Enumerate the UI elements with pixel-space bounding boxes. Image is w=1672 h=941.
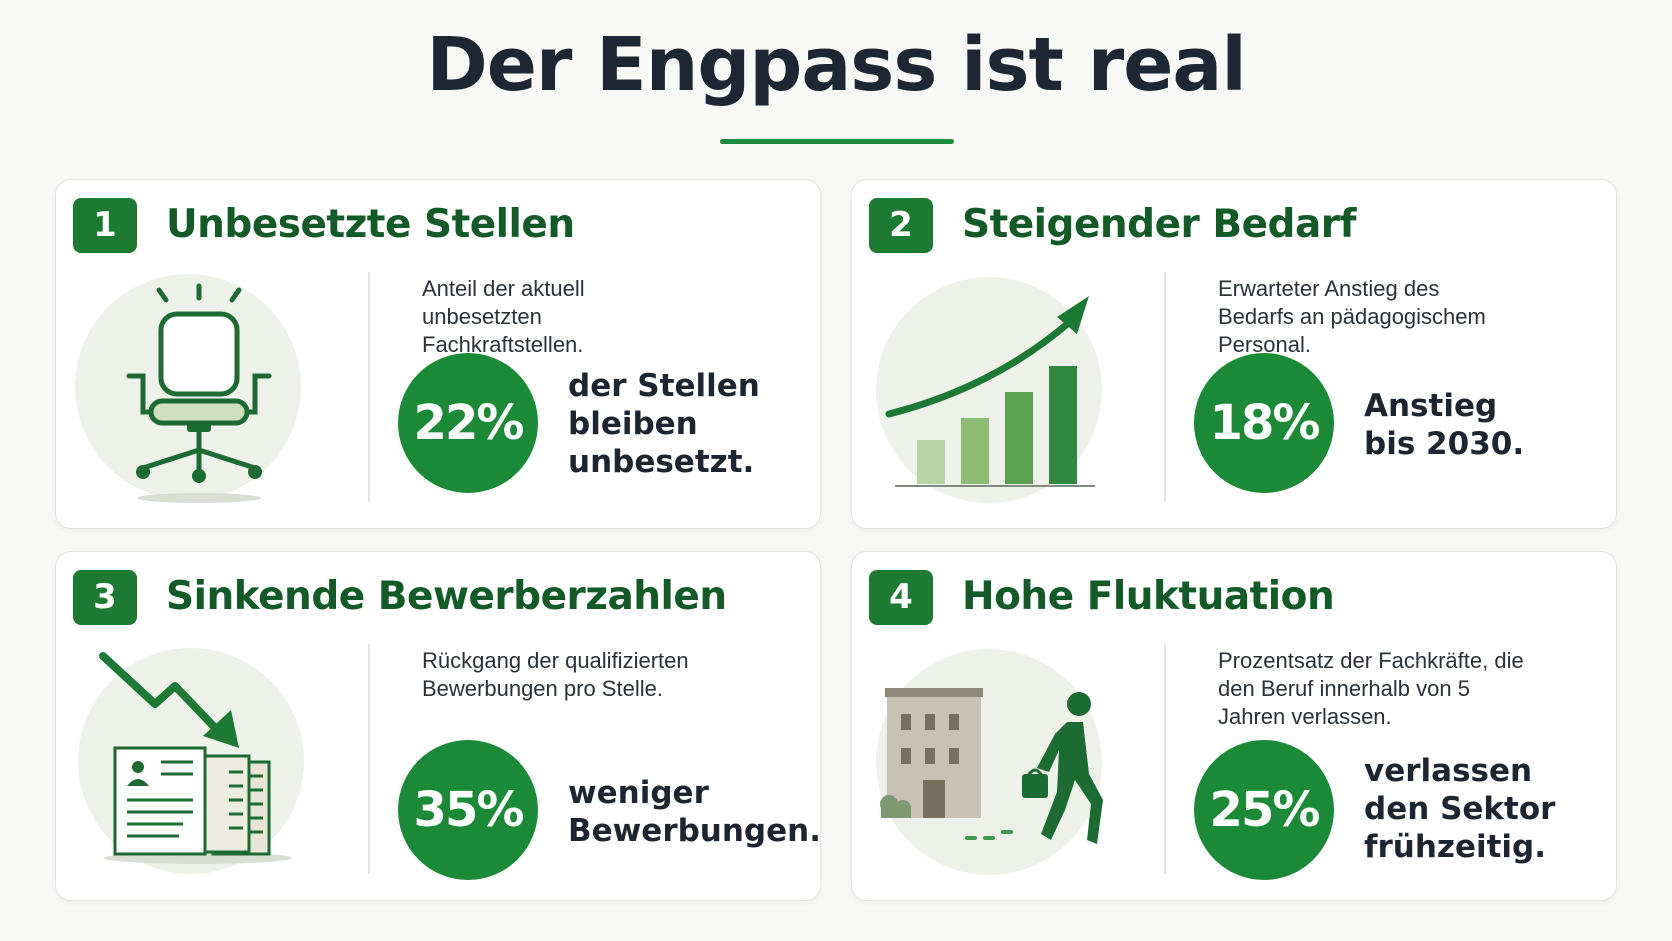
card-title: Steigender Bedarf bbox=[962, 202, 1356, 247]
card-hohe-fluktuation: 4 Hohe Fluktuation bbox=[851, 551, 1617, 901]
card-unbesetzte-stellen: 1 Unbesetzte Stellen bbox=[55, 179, 821, 529]
office-chair-icon bbox=[71, 272, 321, 522]
card-number-badge: 2 bbox=[869, 198, 933, 253]
divider bbox=[368, 644, 370, 874]
stat-caption: der Stellen bleiben unbesetzt. bbox=[568, 368, 760, 480]
card-title: Unbesetzte Stellen bbox=[166, 202, 575, 247]
stat-value: 18% bbox=[1194, 353, 1334, 493]
stat-value: 35% bbox=[398, 740, 538, 880]
declining-applications-icon bbox=[71, 644, 321, 894]
card-title: Sinkende Bewerberzahlen bbox=[166, 574, 727, 619]
card-number-badge: 1 bbox=[73, 198, 137, 253]
stat-description: Rückgang der qualifizierten Bewerbungen … bbox=[422, 648, 689, 701]
stat-caption: verlassen den Sektor frühzeitig. bbox=[1364, 753, 1556, 865]
title-underline bbox=[720, 139, 954, 144]
card-steigender-bedarf: 2 Steigender Bedarf Erwarteter Anstieg d… bbox=[851, 179, 1617, 529]
divider bbox=[368, 272, 370, 502]
card-number-badge: 3 bbox=[73, 570, 137, 625]
stat-description: Anteil der aktuell unbesetzten Fachkraft… bbox=[422, 276, 585, 357]
divider bbox=[1164, 644, 1166, 874]
stat-description: Prozentsatz der Fachkräfte, die den Beru… bbox=[1218, 648, 1524, 729]
stat-description: Erwarteter Anstieg des Bedarfs an pädago… bbox=[1218, 276, 1486, 357]
page-title: Der Engpass ist real bbox=[426, 22, 1246, 108]
stat-caption: Anstieg bis 2030. bbox=[1364, 388, 1525, 462]
card-title: Hohe Fluktuation bbox=[962, 574, 1335, 619]
card-sinkende-bewerberzahlen: 3 Sinkende Bewerberzahlen bbox=[55, 551, 821, 901]
rising-bar-chart-icon bbox=[867, 272, 1117, 522]
card-number-badge: 4 bbox=[869, 570, 933, 625]
stat-caption: weniger Bewerbungen. bbox=[568, 775, 821, 849]
stat-value: 22% bbox=[398, 353, 538, 493]
divider bbox=[1164, 272, 1166, 502]
stat-value: 25% bbox=[1194, 740, 1334, 880]
person-leaving-building-icon bbox=[867, 644, 1117, 894]
